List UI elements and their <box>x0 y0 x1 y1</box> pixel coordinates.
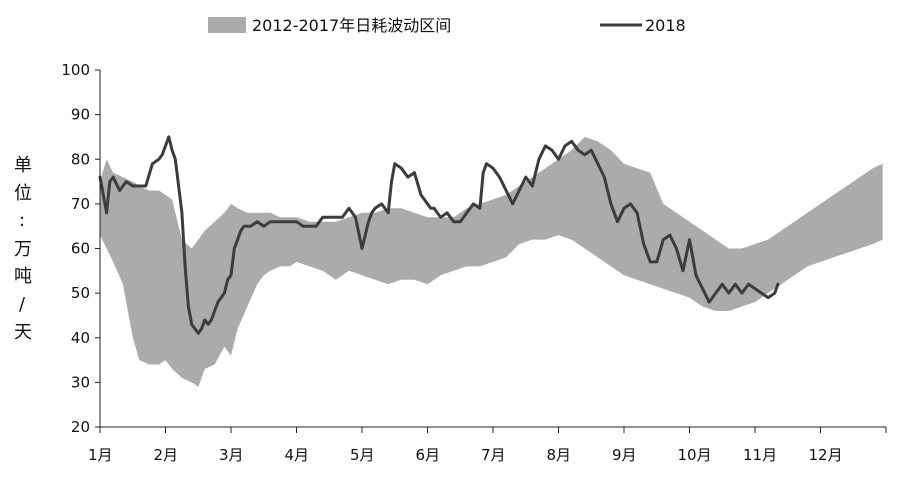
x-tick-label: 6月 <box>416 446 441 464</box>
y-tick-label: 50 <box>71 284 90 302</box>
y-tick-label: 80 <box>71 150 90 168</box>
y-label-char: 天 <box>14 322 32 343</box>
x-tick-label: 8月 <box>547 446 572 464</box>
y-label-char: 万 <box>14 239 32 260</box>
y-tick-label: 100 <box>61 61 90 79</box>
x-tick-label: 12月 <box>809 446 843 464</box>
y-tick-layer: 20 30 40 50 60 70 80 90 100 <box>61 61 100 436</box>
y-tick-label: 40 <box>71 329 90 347</box>
y-label-char: 单 <box>14 155 32 176</box>
x-tick-label: 2月 <box>154 446 179 464</box>
x-tick-label: 9月 <box>612 446 637 464</box>
x-tick-label: 7月 <box>481 446 506 464</box>
x-tick-label: 10月 <box>678 446 712 464</box>
series-2018-line <box>98 135 780 335</box>
y-tick-label: 60 <box>71 240 90 258</box>
x-tick-label: 11月 <box>743 446 777 464</box>
y-label-char: / <box>19 294 26 315</box>
legend-line-label: 2018 <box>645 16 686 35</box>
x-tick-layer: 1月 2月 3月 4月 5月 6月 7月 8月 9月 10月 11月 12月 <box>88 427 887 464</box>
y-tick-label: 90 <box>71 106 90 124</box>
y-label-char: 吨 <box>14 266 32 287</box>
legend-band-swatch <box>208 17 246 33</box>
line-layer <box>98 135 780 335</box>
x-tick-label: 3月 <box>219 446 244 464</box>
x-tick-label: 1月 <box>88 446 113 464</box>
y-axis-label: 单 位 : 万 吨 / 天 <box>14 155 32 343</box>
y-label-char: 位 <box>14 183 32 204</box>
y-tick-label: 20 <box>71 418 90 436</box>
range-band-area <box>100 136 883 387</box>
legend-band-label: 2012-2017年日耗波动区间 <box>252 16 451 35</box>
x-tick-label: 5月 <box>350 446 375 464</box>
band-layer <box>100 136 883 387</box>
y-tick-label: 70 <box>71 195 90 213</box>
y-label-char: : <box>19 210 25 231</box>
y-tick-label: 30 <box>71 373 90 391</box>
x-tick-label: 4月 <box>285 446 310 464</box>
legend: 2012-2017年日耗波动区间 2018 <box>208 16 686 35</box>
